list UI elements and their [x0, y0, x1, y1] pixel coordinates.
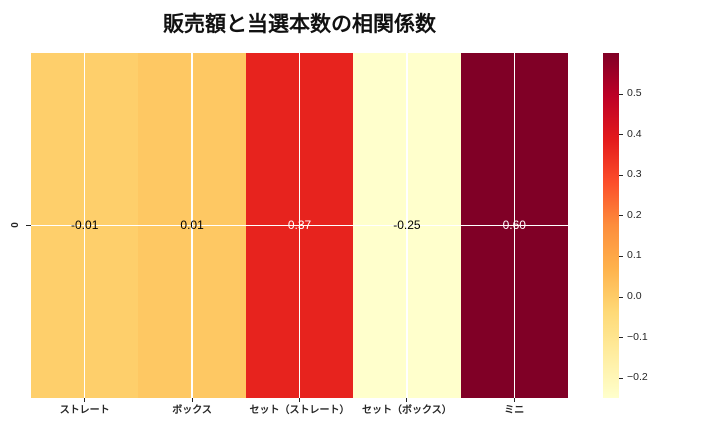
heatmap-cell-value: 0.60 — [502, 218, 526, 232]
x-axis-tick-label: ストレート — [59, 405, 110, 416]
x-axis-tick — [84, 398, 86, 402]
colorbar-tick — [619, 255, 623, 257]
colorbar — [603, 53, 619, 398]
x-axis-tick-label: セット（ストレート） — [249, 405, 350, 416]
colorbar-tick-label: 0.2 — [627, 208, 642, 221]
x-axis-tick — [406, 398, 408, 402]
heatmap: -0.01 0.01 0.37 -0.25 0.60 — [31, 53, 568, 398]
colorbar-tick-label: 0.5 — [627, 87, 642, 100]
x-axis-tick — [191, 398, 193, 402]
x-axis-tick-label: ミニ — [504, 405, 525, 416]
y-axis-tick-label: 0 — [8, 222, 19, 228]
y-axis-tick — [26, 225, 31, 226]
x-axis-tick-label: ボックス — [172, 405, 212, 416]
colorbar-tick-label: 0.0 — [627, 290, 642, 303]
colorbar-tick-label: −0.1 — [627, 330, 648, 343]
heatmap-cell-value: 0.01 — [180, 218, 204, 232]
x-axis-tick-label: セット（ボックス） — [362, 405, 452, 416]
x-axis-tick — [513, 398, 515, 402]
colorbar-tick — [619, 174, 623, 176]
colorbar-tick — [619, 134, 623, 136]
heatmap-cell-value: 0.37 — [287, 218, 312, 232]
colorbar-tick-label: 0.1 — [627, 249, 642, 262]
colorbar-tick — [619, 215, 623, 217]
colorbar-tick — [619, 93, 623, 95]
colorbar-tick — [619, 296, 623, 298]
colorbar-tick-label: 0.3 — [627, 168, 642, 181]
x-axis-tick — [299, 398, 300, 402]
heatmap-cell-value: -0.25 — [393, 218, 421, 232]
colorbar-tick-label: 0.4 — [627, 127, 642, 140]
colorbar-tick — [619, 377, 623, 379]
colorbar-tick-label: −0.2 — [627, 371, 648, 384]
chart-title: 販売額と当選本数の相関係数 — [163, 13, 436, 36]
colorbar-tick — [619, 337, 623, 339]
heatmap-cell-value: -0.01 — [71, 218, 99, 232]
gridline-horizontal — [31, 224, 568, 227]
